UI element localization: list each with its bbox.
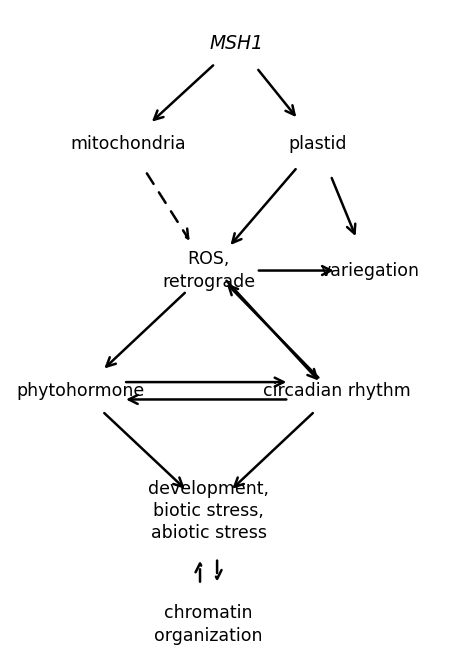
FancyArrowPatch shape bbox=[147, 173, 188, 238]
Text: development,
biotic stress,
abiotic stress: development, biotic stress, abiotic stre… bbox=[148, 480, 269, 542]
FancyArrowPatch shape bbox=[232, 169, 296, 243]
FancyArrowPatch shape bbox=[259, 266, 331, 275]
Text: MSH1: MSH1 bbox=[210, 34, 264, 53]
Text: phytohormone: phytohormone bbox=[17, 382, 145, 399]
Text: ROS,
retrograde: ROS, retrograde bbox=[162, 250, 255, 291]
FancyArrowPatch shape bbox=[106, 293, 185, 367]
FancyArrowPatch shape bbox=[104, 413, 183, 487]
Text: chromatin
organization: chromatin organization bbox=[155, 605, 263, 645]
Text: circadian rhythm: circadian rhythm bbox=[263, 382, 410, 399]
FancyArrowPatch shape bbox=[196, 563, 204, 582]
FancyArrowPatch shape bbox=[227, 281, 317, 379]
FancyArrowPatch shape bbox=[154, 65, 213, 120]
FancyArrowPatch shape bbox=[228, 286, 319, 377]
FancyArrowPatch shape bbox=[258, 70, 294, 115]
Text: mitochondria: mitochondria bbox=[70, 135, 186, 152]
FancyArrowPatch shape bbox=[126, 377, 283, 387]
FancyArrowPatch shape bbox=[234, 413, 313, 487]
FancyArrowPatch shape bbox=[213, 560, 221, 579]
Text: plastid: plastid bbox=[288, 135, 347, 152]
FancyArrowPatch shape bbox=[332, 178, 356, 234]
FancyArrowPatch shape bbox=[129, 395, 286, 404]
Text: variegation: variegation bbox=[320, 262, 419, 279]
